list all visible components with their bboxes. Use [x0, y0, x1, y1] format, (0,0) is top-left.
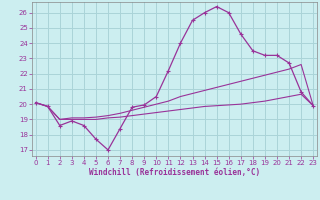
X-axis label: Windchill (Refroidissement éolien,°C): Windchill (Refroidissement éolien,°C): [89, 168, 260, 177]
